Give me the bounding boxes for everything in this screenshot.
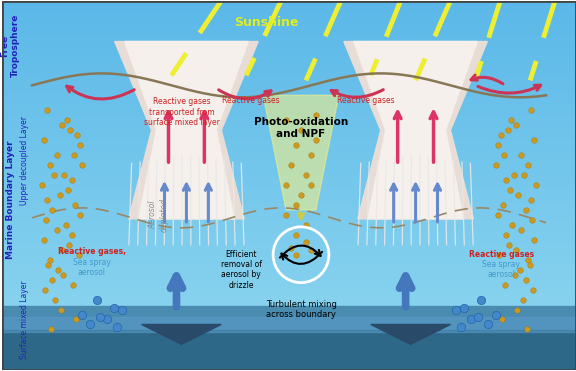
Text: Turbulent mixing
across boundary: Turbulent mixing across boundary (266, 300, 336, 319)
Bar (2, 318, 576, 332)
Text: Sunshine: Sunshine (234, 16, 298, 29)
Text: Free
Troposphere: Free Troposphere (1, 14, 20, 77)
Polygon shape (124, 42, 248, 219)
Bar (2, 331, 576, 370)
Text: Reactive gases: Reactive gases (469, 250, 534, 259)
Polygon shape (115, 42, 258, 219)
Text: Reactive gases: Reactive gases (337, 96, 395, 105)
Polygon shape (263, 95, 339, 210)
Text: Efficient
removal of
aerosol by
drizzle: Efficient removal of aerosol by drizzle (221, 250, 262, 290)
Text: Reactive gases,: Reactive gases, (58, 247, 126, 256)
Polygon shape (354, 42, 478, 219)
Bar (2, 306, 576, 370)
Text: Reactive gases: Reactive gases (222, 96, 280, 105)
Polygon shape (344, 42, 487, 219)
Text: Sea spray
aerosol: Sea spray aerosol (482, 260, 520, 279)
Polygon shape (371, 325, 450, 344)
Text: Photo-oxidation
and NPF: Photo-oxidation and NPF (254, 117, 348, 139)
Text: Reactive gases
transported from
surface mixed layer: Reactive gases transported from surface … (143, 97, 219, 127)
Text: Surface mixed Layer: Surface mixed Layer (20, 280, 29, 359)
Text: Marine Boundary Layer: Marine Boundary Layer (6, 141, 14, 259)
Text: Upper decoupled Layer: Upper decoupled Layer (20, 116, 29, 204)
Text: Aerosol
depleted: Aerosol depleted (149, 198, 168, 232)
Polygon shape (142, 325, 221, 344)
Text: Sea spray
aerosol: Sea spray aerosol (73, 258, 111, 278)
